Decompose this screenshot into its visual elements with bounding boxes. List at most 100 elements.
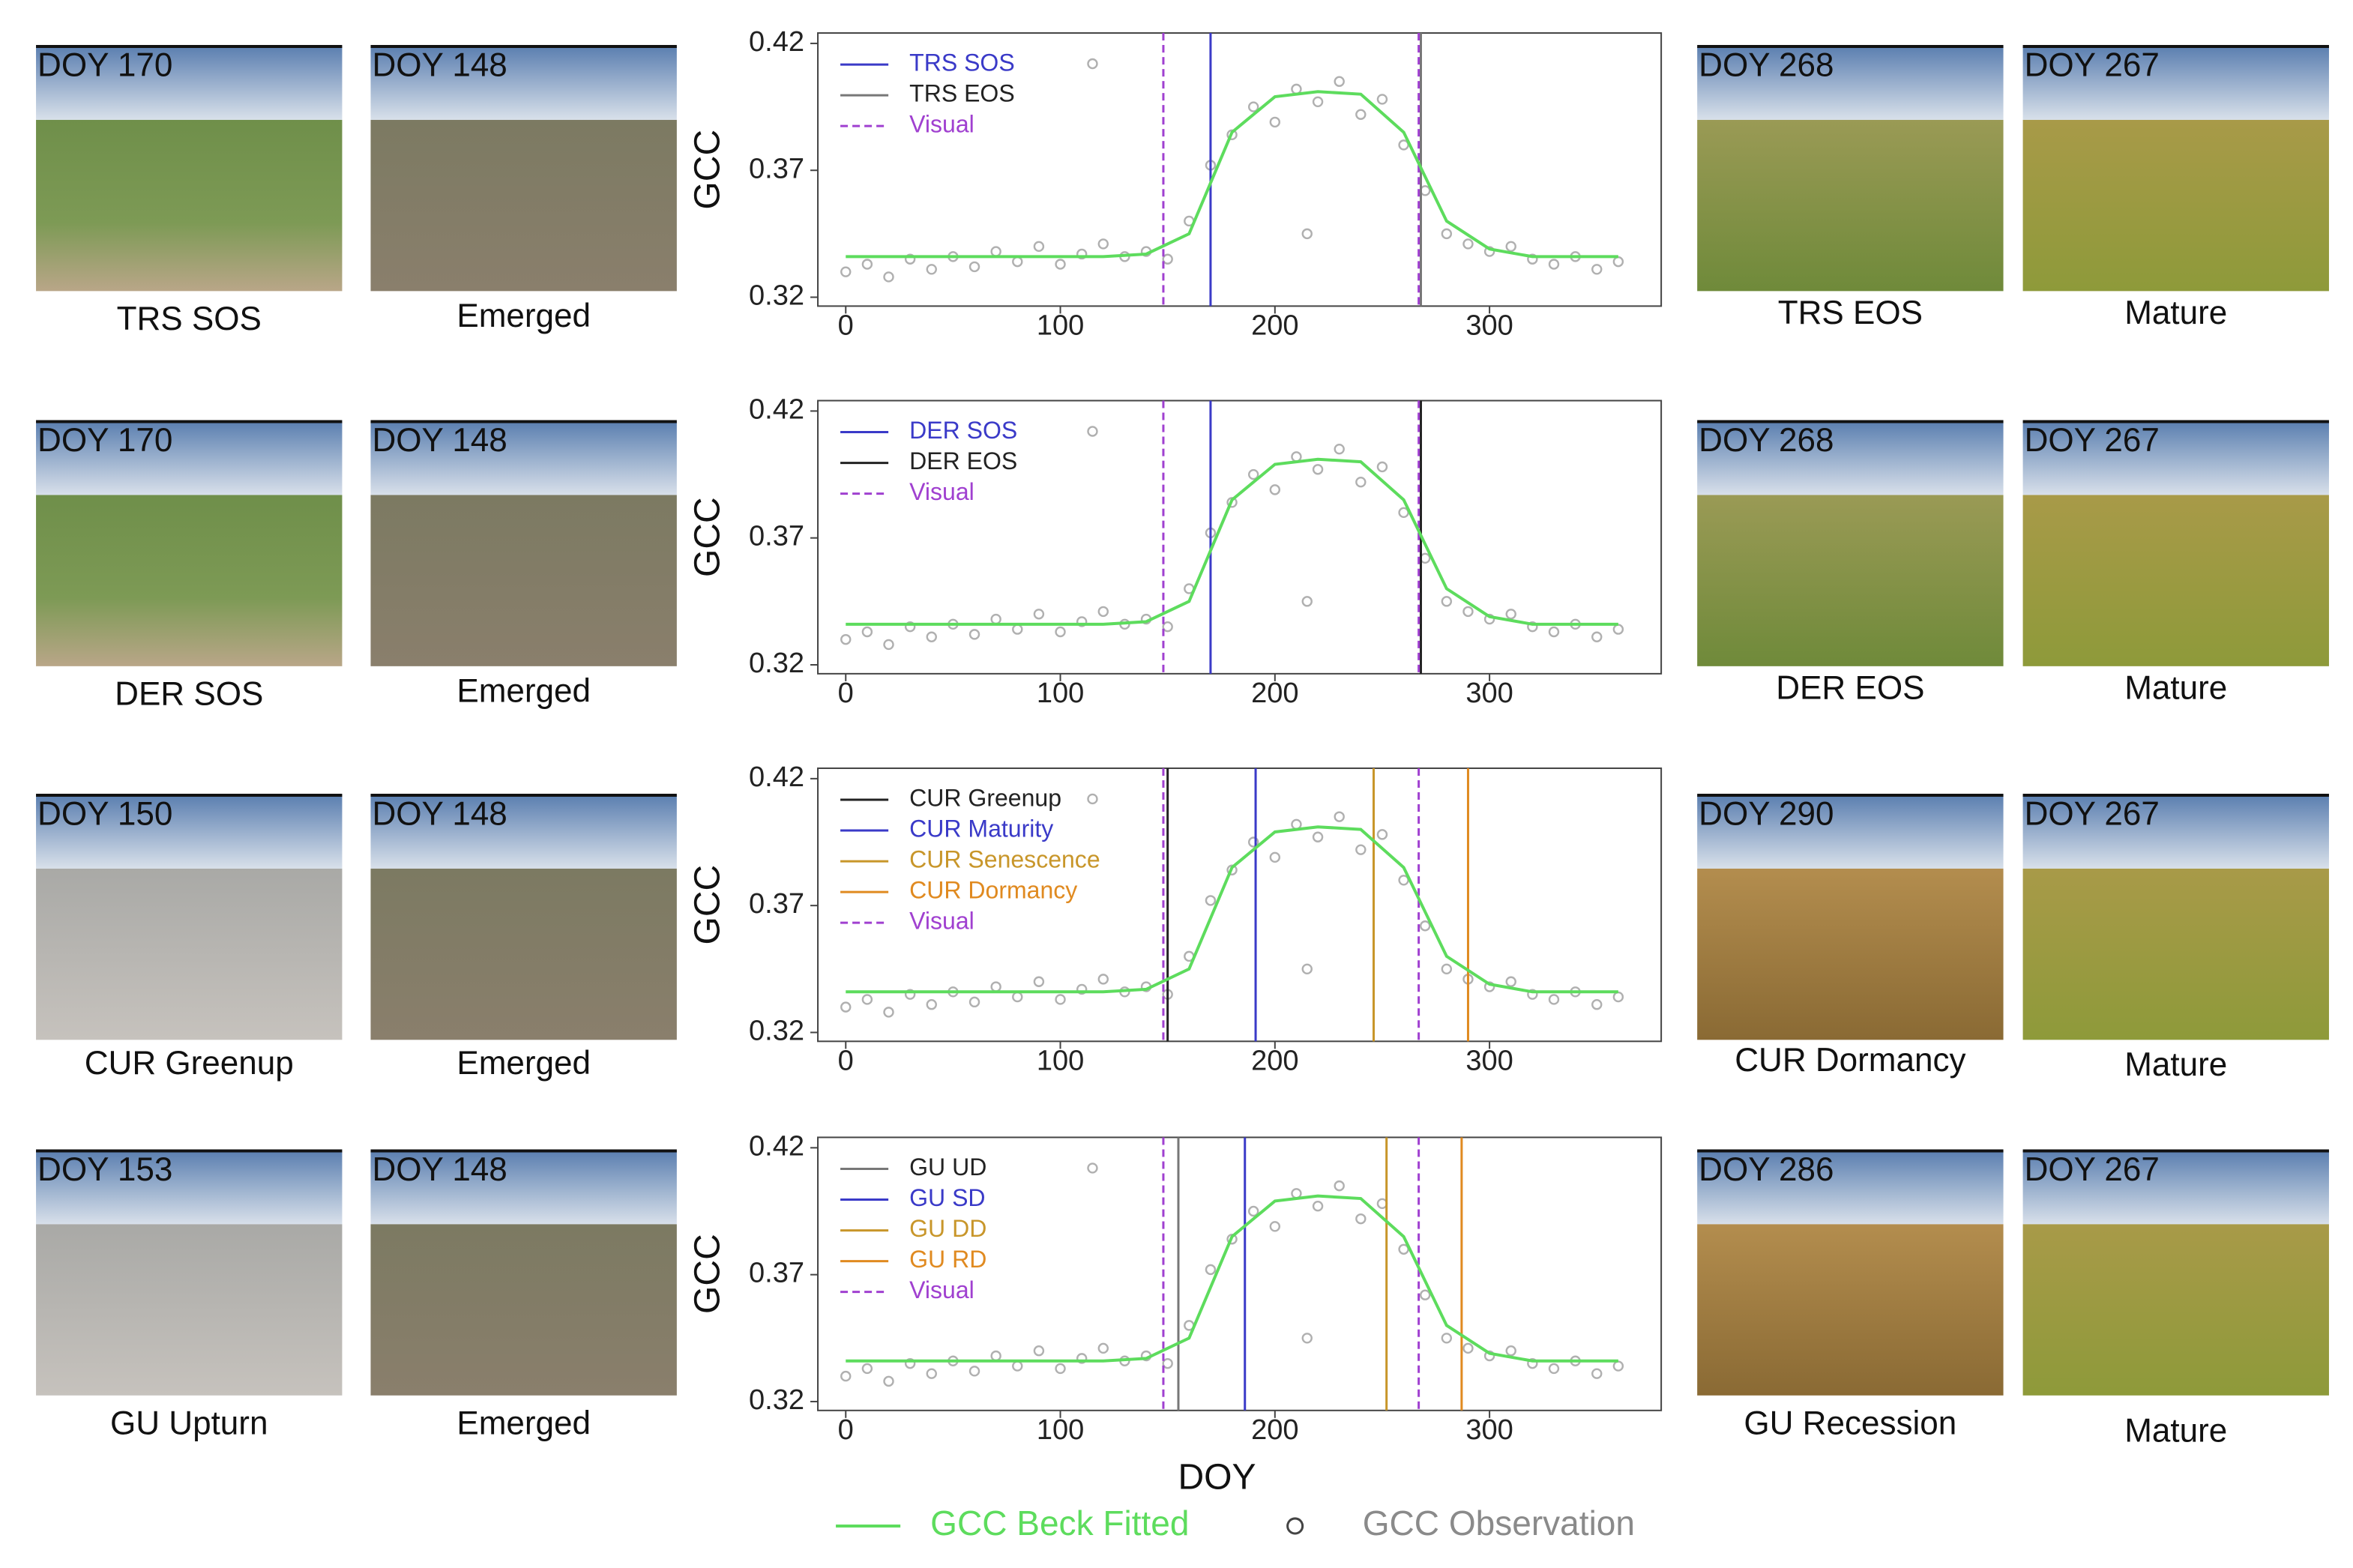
photo-label: DOY 170 <box>37 47 172 84</box>
observation <box>1334 76 1345 87</box>
x-tick-label: 100 <box>1037 678 1084 709</box>
observation <box>1505 976 1516 987</box>
observation <box>1312 831 1324 842</box>
observation <box>1527 989 1538 1000</box>
observation <box>926 1368 937 1379</box>
observation <box>1527 1357 1538 1369</box>
observation <box>926 999 937 1010</box>
observation <box>1087 1163 1098 1174</box>
photo-caption: Mature <box>2124 1412 2227 1449</box>
photo: DOY 267 Mature <box>2022 45 2329 331</box>
legend-label: Visual <box>909 111 974 138</box>
photo-sky <box>1697 795 2004 869</box>
observation <box>1548 259 1560 270</box>
legend-label: CUR Dormancy <box>909 877 1077 904</box>
photo-sky <box>1697 421 2004 495</box>
photo-label: DOY 267 <box>2025 422 2160 459</box>
y-tick-label: 0.32 <box>749 1384 804 1416</box>
y-axis-label: GCC <box>688 865 728 945</box>
photo-sky <box>36 795 343 869</box>
observation <box>1334 811 1345 822</box>
plot-area <box>817 399 1663 675</box>
observation <box>1441 1333 1453 1344</box>
observation <box>883 1375 894 1387</box>
observation <box>1548 1363 1560 1375</box>
observation <box>1441 228 1453 240</box>
observation <box>1505 1345 1516 1357</box>
photo: DOY 290 CUR Dormancy <box>1697 794 2004 1079</box>
photo-ground <box>1697 495 2004 666</box>
photo-caption: TRS SOS <box>117 301 262 337</box>
photo: DOY 148 Emerged <box>370 1149 677 1441</box>
observation <box>1548 626 1560 638</box>
x-tick-label: 300 <box>1465 678 1513 709</box>
legend-label: Visual <box>909 1276 974 1303</box>
legend-label: DER SOS <box>909 417 1017 444</box>
photo-sky <box>370 421 677 495</box>
observation <box>1033 241 1045 253</box>
photo-label: DOY 267 <box>2025 47 2160 84</box>
x-tick-label: 200 <box>1251 1045 1298 1076</box>
observation <box>1097 974 1109 985</box>
photo-label: DOY 268 <box>1699 422 1834 459</box>
observation <box>1355 1213 1367 1225</box>
y-axis-label: GCC <box>688 497 728 577</box>
figure-legend: GCC Beck Fitted GCC Observation <box>836 1504 1635 1543</box>
fitted-line <box>846 1194 1618 1363</box>
plot-area <box>817 767 1663 1043</box>
photo-sky <box>1697 46 2004 120</box>
chart: 0.32 0.37 0.42 0 100 200 300 GCC CUR Greenup CUR … <box>688 762 1663 1076</box>
observation <box>1269 1221 1281 1232</box>
photo-sky <box>370 1151 677 1225</box>
y-tick-label: 0.42 <box>749 1130 804 1162</box>
observation <box>1505 609 1516 620</box>
observation <box>861 626 873 638</box>
observation <box>1591 999 1603 1010</box>
observation <box>1483 1350 1495 1362</box>
photo-caption: Mature <box>2124 670 2227 707</box>
photo-caption: CUR Greenup <box>85 1045 294 1082</box>
observation <box>1376 94 1388 105</box>
photo-sky <box>370 795 677 869</box>
photo-caption: Emerged <box>457 1045 591 1082</box>
photo-sky <box>370 46 677 120</box>
photo-caption: DER EOS <box>1776 670 1924 707</box>
observation <box>1301 963 1313 975</box>
x-tick-label: 0 <box>838 678 854 709</box>
legend-label: GU SD <box>909 1184 985 1211</box>
photo-label: DOY 148 <box>372 796 507 833</box>
photo-label: DOY 268 <box>1699 47 1834 84</box>
photo: DOY 286 GU Recession <box>1697 1149 2004 1441</box>
observation <box>861 1363 873 1375</box>
photo-ground <box>2022 868 2329 1040</box>
observation <box>1505 241 1516 253</box>
observation <box>1033 976 1045 987</box>
observation <box>926 631 937 642</box>
photo-sky <box>36 46 343 120</box>
observation <box>1441 596 1453 607</box>
observation <box>1076 1353 1088 1364</box>
photo-ground <box>36 495 343 666</box>
observation <box>1355 109 1367 120</box>
observation <box>1205 895 1217 906</box>
observation <box>1376 829 1388 840</box>
photo: DOY 268 DER EOS <box>1697 420 2004 707</box>
fitted-line <box>846 90 1618 259</box>
photo-ground <box>370 119 677 292</box>
x-axis-label: DOY <box>1178 1458 1256 1498</box>
observation <box>1420 920 1431 932</box>
photo: DOY 148 Emerged <box>370 45 677 334</box>
photo-sky <box>36 1151 343 1225</box>
observation <box>904 1357 916 1369</box>
y-tick-label: 0.32 <box>749 1016 804 1047</box>
x-tick-label: 0 <box>838 310 854 341</box>
observation <box>1483 981 1495 992</box>
observation <box>1312 1201 1324 1212</box>
photo-caption: Emerged <box>457 673 591 710</box>
observation <box>1055 626 1066 638</box>
photo: DOY 150 CUR Greenup <box>36 794 343 1082</box>
photo-sky <box>2022 795 2329 869</box>
observation <box>968 996 980 1008</box>
y-tick-label: 0.42 <box>749 762 804 793</box>
observation <box>1462 606 1474 618</box>
